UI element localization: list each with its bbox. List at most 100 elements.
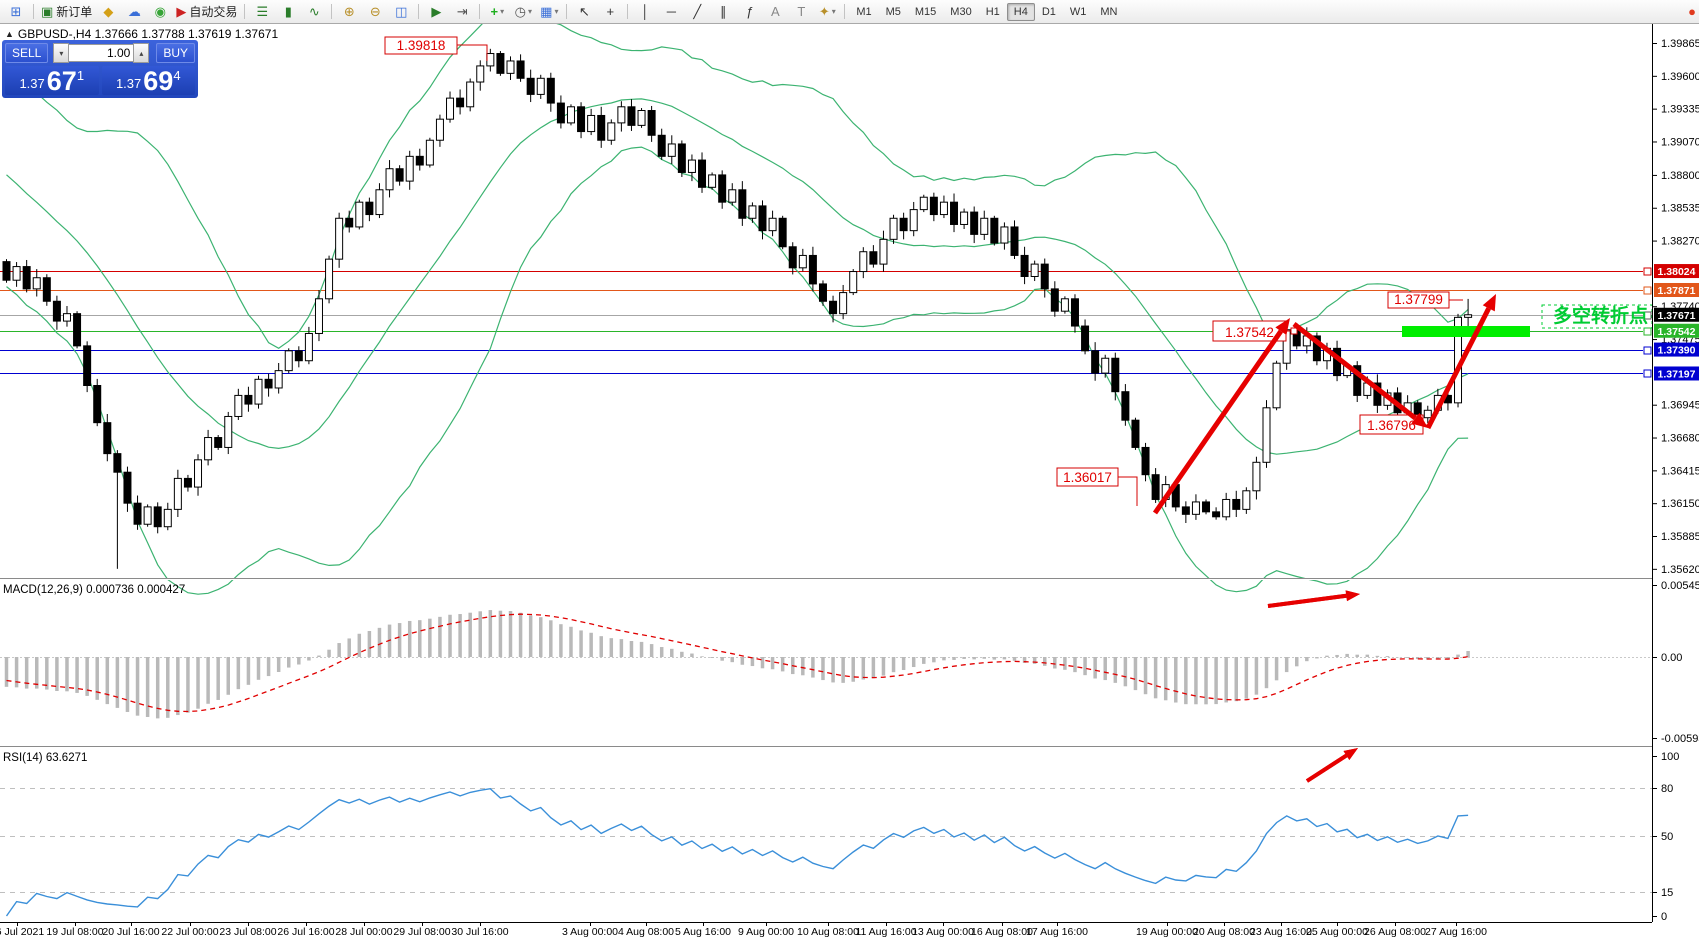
- timeframe-M5[interactable]: M5: [885, 5, 901, 18]
- zoom-out-icon: ⊖: [369, 4, 381, 19]
- shapes-button[interactable]: ✦ ▾: [814, 1, 840, 23]
- time-axis-label[interactable]: 19 Aug 00:00: [1136, 926, 1198, 938]
- price-annotation-box[interactable]: [1056, 467, 1119, 487]
- fibonacci-button[interactable]: ƒ: [736, 1, 762, 23]
- bull-candle: [1464, 314, 1473, 318]
- autotrading-button[interactable]: ▶ 自动交易: [173, 1, 240, 23]
- candlestick-chart-button[interactable]: ▮: [275, 1, 301, 23]
- chart-symbol-icon: ▲: [5, 29, 14, 39]
- level-price-text: 1.37871: [1658, 285, 1696, 297]
- trend-arrow[interactable]: [1152, 329, 1283, 515]
- timeframe-H1[interactable]: H1: [985, 5, 1000, 18]
- time-axis-label[interactable]: 30 Jul 16:00: [451, 926, 508, 938]
- text-label-button[interactable]: T: [788, 1, 814, 23]
- green-highlight-zone[interactable]: [1402, 326, 1530, 337]
- time-axis-label[interactable]: 26 Aug 08:00: [1364, 926, 1426, 938]
- timeframe-W1[interactable]: W1: [1069, 5, 1087, 18]
- auto-scroll-button[interactable]: ▶: [423, 1, 449, 23]
- timeframe-MN[interactable]: MN: [1100, 5, 1118, 18]
- time-axis-label[interactable]: 20 Jul 16:00: [102, 926, 159, 938]
- time-axis-label[interactable]: 22 Jul 00:00: [161, 926, 218, 938]
- bar-chart-button[interactable]: ☰: [249, 1, 275, 23]
- time-axis-label[interactable]: 3 Aug 00:00: [562, 926, 618, 938]
- tile-windows-button[interactable]: ◫: [388, 1, 414, 23]
- bear-candle: [758, 205, 767, 232]
- time-axis-label[interactable]: 23 Aug 16:00: [1250, 926, 1312, 938]
- time-axis-label[interactable]: 10 Aug 08:00: [797, 926, 859, 938]
- bull-candle: [385, 168, 394, 191]
- time-axis-label[interactable]: 5 Aug 16:00: [675, 926, 731, 938]
- sell-button[interactable]: SELL: [5, 43, 49, 63]
- time-axis-label[interactable]: 23 Jul 08:00: [219, 926, 276, 938]
- bear-candle: [899, 217, 908, 232]
- volume-input[interactable]: [69, 44, 134, 62]
- indicator-arrow-head: [1345, 590, 1360, 602]
- bear-candle: [153, 506, 162, 528]
- bull-candle: [617, 106, 626, 124]
- time-axis-label[interactable]: 17 Aug 16:00: [1026, 926, 1088, 938]
- time-axis-label[interactable]: 13 Aug 00:00: [912, 926, 974, 938]
- sell-price[interactable]: 1.37 67 1: [5, 66, 99, 95]
- price-tick-label: 1.38800: [1661, 170, 1699, 182]
- volume-decrease-button[interactable]: ▾: [53, 43, 70, 63]
- time-axis-label[interactable]: 4 Aug 08:00: [618, 926, 674, 938]
- indicator-arrow[interactable]: [1305, 753, 1348, 783]
- time-axis-label[interactable]: 19 Jul 08:00: [46, 926, 103, 938]
- turning-point-note[interactable]: 多空转折点: [1553, 304, 1648, 327]
- vertical-line-icon: │: [641, 4, 650, 19]
- equidistant-channel-button[interactable]: ∥: [710, 1, 736, 23]
- indicator-arrow[interactable]: [1267, 593, 1347, 608]
- time-axis-label[interactable]: 25 Aug 00:00: [1306, 926, 1368, 938]
- bear-candle: [345, 217, 354, 228]
- time-axis-label[interactable]: 20 Aug 08:00: [1193, 926, 1255, 938]
- timeframe-D1[interactable]: D1: [1041, 5, 1056, 18]
- text-tool-button[interactable]: A: [762, 1, 788, 23]
- community-button[interactable]: ☁: [121, 1, 147, 23]
- bull-candle: [849, 271, 858, 294]
- zoom-in-button[interactable]: ⊕: [336, 1, 362, 23]
- time-axis-label[interactable]: 27 Aug 16:00: [1425, 926, 1487, 938]
- time-axis-label[interactable]: 29 Jul 08:00: [393, 926, 450, 938]
- volume-increase-button[interactable]: ▴: [133, 43, 150, 63]
- cursor-button[interactable]: ↖: [571, 1, 597, 23]
- signals-button[interactable]: ◉: [147, 1, 173, 23]
- new-chart-button[interactable]: ⊞: [3, 1, 29, 23]
- alerts-button[interactable]: ◆: [95, 1, 121, 23]
- crosshair-icon: +: [606, 4, 615, 19]
- crosshair-button[interactable]: +: [597, 1, 623, 23]
- price-annotation-text: 1.37799: [1394, 292, 1443, 307]
- new-order-button[interactable]: ▣ 新订单: [38, 1, 95, 23]
- time-axis-label[interactable]: 9 Aug 00:00: [738, 926, 794, 938]
- zoom-out-button[interactable]: ⊖: [362, 1, 388, 23]
- time-axis-label[interactable]: 16 Aug 08:00: [971, 926, 1033, 938]
- templates-button[interactable]: ▦ ▾: [536, 1, 562, 23]
- timeframe-M1[interactable]: M1: [856, 5, 872, 18]
- buy-price[interactable]: 1.37 69 4: [101, 66, 195, 95]
- trend-arrow[interactable]: [1292, 322, 1417, 421]
- trendline-button[interactable]: ╱: [684, 1, 710, 23]
- time-axis-label[interactable]: 16 Jul 2021: [0, 926, 44, 938]
- timeframe-M30[interactable]: M30: [950, 5, 972, 18]
- horizontal-line-button[interactable]: ─: [658, 1, 684, 23]
- text-label-icon: T: [797, 4, 806, 19]
- bear-candle: [516, 60, 525, 79]
- time-axis-label[interactable]: 26 Jul 16:00: [277, 926, 334, 938]
- autotrading-icon: ▶: [176, 4, 187, 19]
- periods-button[interactable]: ◷ ▾: [510, 1, 536, 23]
- trend-arrow[interactable]: [1425, 307, 1491, 430]
- time-axis-label[interactable]: 11 Aug 16:00: [855, 926, 916, 938]
- buy-button[interactable]: BUY: [156, 43, 195, 63]
- price-annotation-box[interactable]: [384, 36, 458, 55]
- bear-candle: [929, 196, 938, 216]
- time-axis-label[interactable]: 28 Jul 00:00: [335, 926, 392, 938]
- new-order-label: 新订单: [56, 5, 93, 19]
- price-annotation-box[interactable]: [1387, 291, 1450, 309]
- line-chart-button[interactable]: ∿: [301, 1, 327, 23]
- indicators-button[interactable]: + ▾: [484, 1, 510, 23]
- vertical-line-button[interactable]: │: [632, 1, 658, 23]
- chart-shift-button[interactable]: ⇥: [449, 1, 475, 23]
- rsi-tick-label: 50: [1661, 831, 1673, 843]
- timeframe-H4[interactable]: H4: [1006, 2, 1035, 21]
- timeframe-M15[interactable]: M15: [914, 5, 937, 18]
